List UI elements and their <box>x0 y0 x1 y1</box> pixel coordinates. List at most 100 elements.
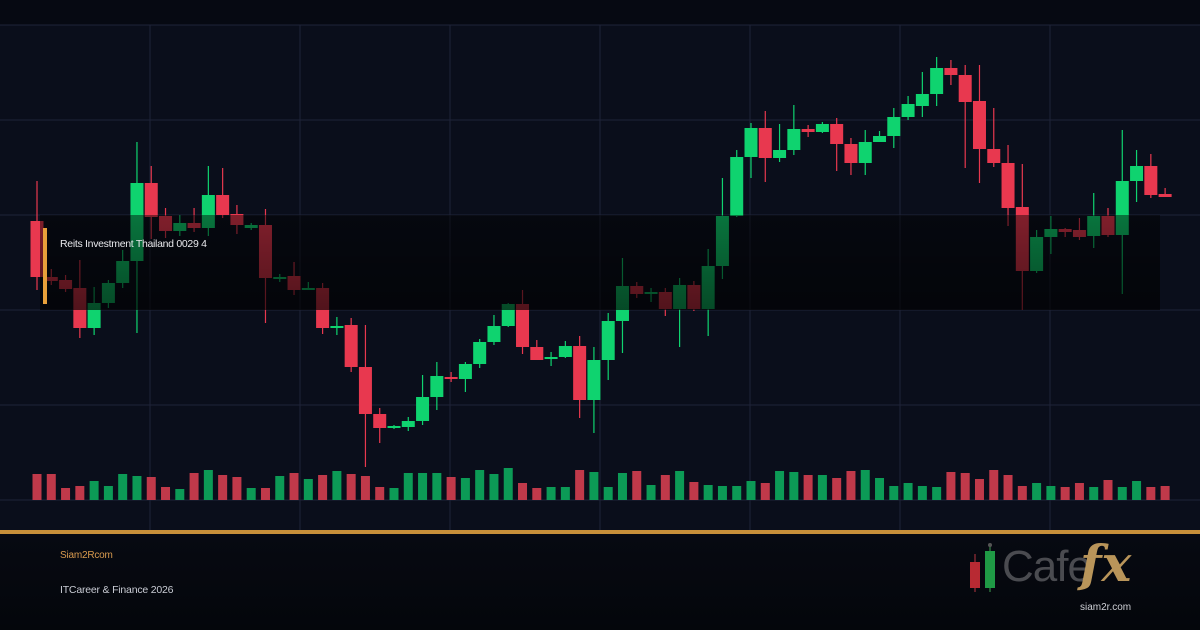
volume-bar <box>260 488 270 500</box>
candle-body <box>216 195 230 215</box>
candles-logo-icon <box>970 543 995 592</box>
candle-body <box>573 346 587 400</box>
volume-bar <box>1017 486 1027 500</box>
volume-bar <box>746 481 756 500</box>
candle-body <box>387 426 401 428</box>
volume-bar <box>646 485 656 500</box>
volume-bar <box>161 487 171 500</box>
candle-body <box>758 128 772 158</box>
volume-bar <box>732 486 742 500</box>
candle-body <box>887 117 901 136</box>
overlay-marker <box>43 228 47 304</box>
volume-bar <box>518 483 528 500</box>
candle-body <box>958 75 972 102</box>
candle-body <box>744 128 758 157</box>
volume-bar <box>403 473 413 500</box>
logo-url: siam2r.com <box>1080 602 1132 613</box>
volume-bar <box>118 474 128 500</box>
volume-bar <box>989 470 999 500</box>
top-strip <box>0 0 1200 25</box>
volume-bar <box>974 479 984 500</box>
candle-body <box>830 124 844 144</box>
candle-body <box>430 376 444 397</box>
volume-bar <box>889 486 899 500</box>
candle-body <box>915 94 929 106</box>
volume-bar <box>132 476 142 500</box>
volume-bar <box>175 489 185 500</box>
volume-bar <box>689 482 699 500</box>
footer <box>0 534 1200 630</box>
volume-bar <box>546 487 556 500</box>
candle-body <box>901 104 915 117</box>
candle-body <box>330 326 344 328</box>
overlay-label: Reits Investment Thailand 0029 4 <box>60 238 207 250</box>
volume-bar <box>603 487 613 500</box>
volume-bar <box>932 487 942 500</box>
volume-bar <box>1003 475 1013 500</box>
volume-bar <box>789 472 799 500</box>
tagline: ITCareer & Finance 2026 <box>60 584 174 596</box>
volume-bar <box>1046 486 1056 500</box>
brand-name: Siam2Rcom <box>60 550 113 561</box>
volume-bar <box>189 473 199 500</box>
volume-bar <box>1117 487 1127 500</box>
volume-bar <box>760 483 770 500</box>
label-overlay-box <box>40 215 1160 310</box>
candle-body <box>444 377 458 379</box>
candle-body <box>587 360 601 400</box>
candle-body <box>972 101 986 149</box>
volume-bar <box>89 481 99 500</box>
candle-body <box>1158 194 1172 197</box>
candle-body <box>373 414 387 428</box>
volume-bar <box>1074 483 1084 500</box>
volume-bar <box>575 470 585 500</box>
volume-bar <box>775 471 785 500</box>
candle-body <box>416 397 430 421</box>
candle-body <box>773 150 787 158</box>
candle-body <box>930 68 944 94</box>
volume-bar <box>1132 481 1142 500</box>
candle-body <box>987 149 1001 163</box>
candle-body <box>358 367 372 414</box>
volume-bar <box>632 471 642 500</box>
candle-body <box>858 142 872 163</box>
volume-bar <box>203 470 213 500</box>
volume-bar <box>860 470 870 500</box>
candle-body <box>1001 163 1015 208</box>
volume-bar <box>532 488 542 500</box>
candle-body <box>815 124 829 132</box>
volume-bar <box>375 487 385 500</box>
candle-body <box>787 129 801 150</box>
volume-bar <box>303 479 313 500</box>
candle-body <box>801 129 815 132</box>
candle-body <box>730 157 744 216</box>
volume-bar <box>660 475 670 500</box>
volume-bar <box>75 486 85 500</box>
volume-bar <box>275 476 285 500</box>
volume-bar <box>803 475 813 500</box>
candle-body <box>1130 166 1144 181</box>
volume-bar <box>318 475 328 500</box>
volume-bar <box>232 477 242 500</box>
volume-bar <box>617 473 627 500</box>
logo-word: Cafe <box>1002 542 1092 591</box>
candle-body <box>516 304 530 347</box>
volume-bar <box>917 486 927 500</box>
volume-bar <box>332 471 342 500</box>
candle-body <box>487 326 501 342</box>
candle-body <box>873 136 887 142</box>
volume-bar <box>389 488 399 500</box>
volume-bar <box>346 474 356 500</box>
volume-bar <box>903 483 913 500</box>
volume-bar <box>675 471 685 500</box>
volume-bar <box>103 486 113 500</box>
volume-bar <box>146 477 156 500</box>
candle-body <box>844 144 858 163</box>
candle-body <box>530 347 544 360</box>
volume-bar <box>875 478 885 500</box>
candle-body <box>144 183 158 217</box>
volume-bar <box>503 468 513 500</box>
volume-bar <box>1160 486 1170 500</box>
volume-bar <box>846 471 856 500</box>
candle-body <box>401 421 415 427</box>
